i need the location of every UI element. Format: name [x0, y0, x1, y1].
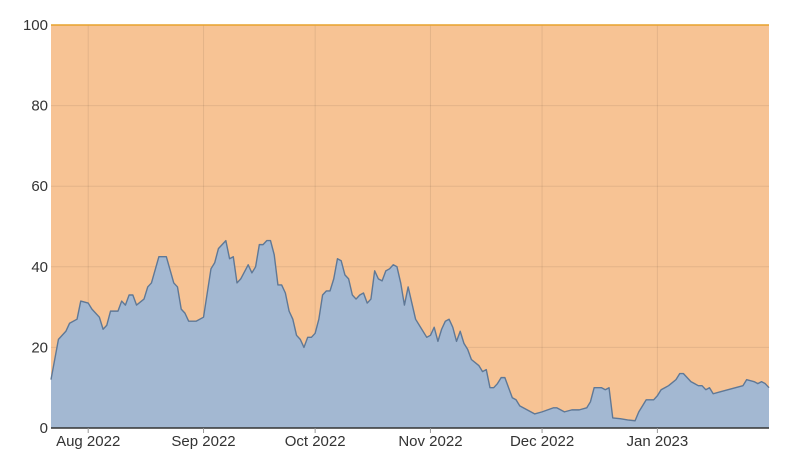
x-tick-label: Oct 2022: [285, 433, 346, 450]
y-tick-label: 60: [31, 178, 48, 195]
x-tick-label: Jan 2023: [627, 433, 689, 450]
plot-area: [50, 24, 770, 429]
x-axis: Aug 2022 Sep 2022 Oct 2022 Nov 2022 Dec 2022…: [56, 428, 688, 450]
x-tick-label: Dec 2022: [510, 433, 574, 450]
lower-area: [51, 240, 769, 428]
x-tick-label: Aug 2022: [56, 433, 120, 450]
y-axis: 0 20 40 60 80 100: [23, 17, 48, 437]
x-tick-label: Nov 2022: [398, 433, 462, 450]
y-tick-label: 0: [40, 420, 48, 437]
y-tick-label: 40: [31, 259, 48, 276]
lower-line: [50, 239, 770, 422]
y-tick-label: 100: [23, 17, 48, 34]
y-tick-label: 20: [31, 339, 48, 356]
x-tick-label: Sep 2022: [171, 433, 235, 450]
y-tick-label: 80: [31, 98, 48, 115]
